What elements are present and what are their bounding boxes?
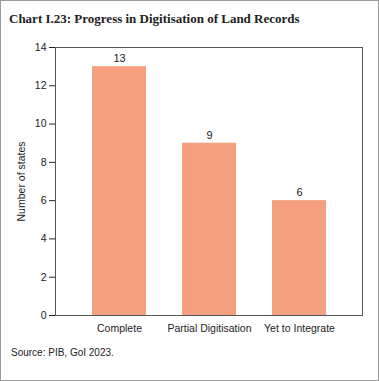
svg-text:14: 14 xyxy=(35,41,47,53)
svg-text:6: 6 xyxy=(296,186,302,198)
svg-text:Number of states: Number of states xyxy=(15,142,27,222)
svg-text:Complete: Complete xyxy=(97,322,142,334)
svg-text:12: 12 xyxy=(35,79,47,91)
svg-text:0: 0 xyxy=(41,309,47,321)
svg-text:13: 13 xyxy=(113,52,125,64)
html-text:Chart I.23: Progress in Digiti: Chart I.23: Progress in Digitisation of … xyxy=(9,11,300,26)
svg-text:Yet to Integrate: Yet to Integrate xyxy=(264,322,335,334)
svg-text:2: 2 xyxy=(41,271,47,283)
svg-text:9: 9 xyxy=(206,129,212,141)
html-text:Source: PIB, GoI 2023.: Source: PIB, GoI 2023. xyxy=(11,347,114,358)
svg-text:Partial Digitisation: Partial Digitisation xyxy=(167,322,251,334)
svg-text:8: 8 xyxy=(41,156,47,168)
svg-text:6: 6 xyxy=(41,194,47,206)
svg-text:4: 4 xyxy=(41,232,47,244)
svg-text:10: 10 xyxy=(35,117,47,129)
